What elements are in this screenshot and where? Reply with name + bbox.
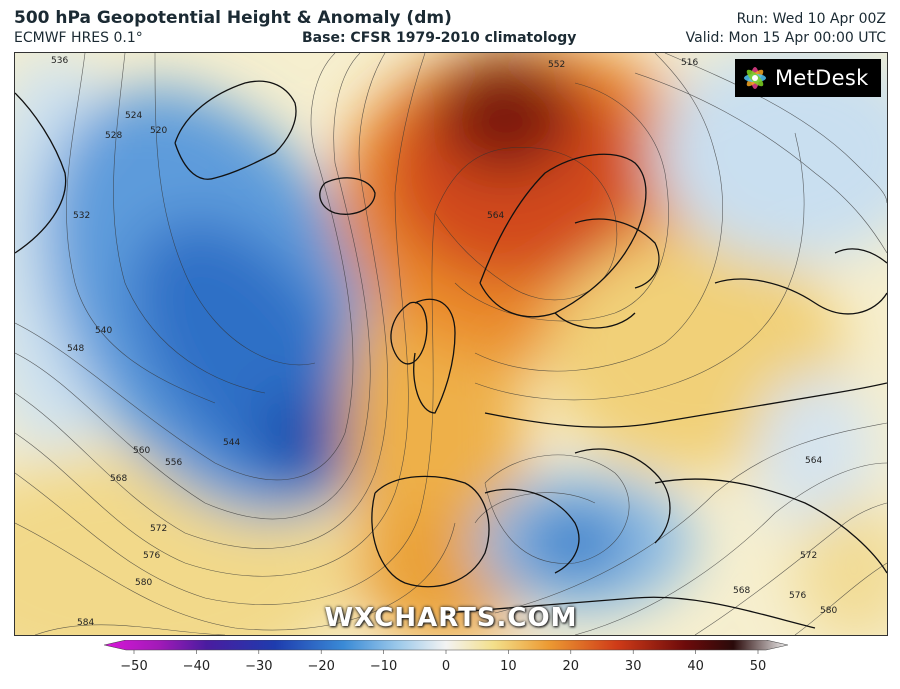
climatology-base-label: Base: CFSR 1979-2010 climatology — [302, 30, 577, 46]
anomaly-colorbar: −50 −40 −30 −20 −10 0 10 20 30 40 50 — [104, 640, 788, 674]
run-time-label: Run: Wed 10 Apr 00Z — [736, 11, 886, 27]
contour-label: 568 — [110, 474, 127, 484]
contour-label: 532 — [73, 211, 90, 221]
contour-label: 560 — [133, 446, 150, 456]
colorbar-tick-label: −10 — [370, 659, 397, 674]
colorbar-tick-label: 20 — [563, 659, 580, 674]
colorbar-tick-label: −30 — [245, 659, 272, 674]
chart-title: 500 hPa Geopotential Height & Anomaly (d… — [14, 8, 452, 28]
metdesk-logo-text: MetDesk — [775, 66, 869, 90]
metdesk-flower-icon — [744, 67, 766, 89]
contour-label: 564 — [487, 211, 504, 221]
contour-label: 528 — [105, 131, 122, 141]
contour-label: 572 — [150, 524, 167, 534]
contour-label: 520 — [150, 126, 167, 136]
contour-label: 568 — [733, 586, 750, 596]
colorbar-tick-label: 40 — [687, 659, 704, 674]
colorbar-tick-label: 50 — [750, 659, 767, 674]
contour-label: 548 — [67, 344, 84, 354]
contour-label: 536 — [51, 56, 68, 66]
weather-map: 536 528 524 520 532 540 548 560 556 568 … — [14, 52, 888, 636]
metdesk-logo: MetDesk — [735, 59, 881, 97]
contour-label: 556 — [165, 458, 182, 468]
colorbar-tick-label: 10 — [500, 659, 517, 674]
valid-time-label: Valid: Mon 15 Apr 00:00 UTC — [685, 30, 886, 46]
contour-label: 564 — [805, 456, 822, 466]
contour-label: 572 — [800, 551, 817, 561]
contour-label: 576 — [143, 551, 160, 561]
wxcharts-watermark: WXCHARTS.COM — [324, 603, 578, 633]
colorbar-ticks: −50 −40 −30 −20 −10 0 10 20 30 40 50 — [120, 650, 766, 674]
colorbar-gradient — [104, 640, 788, 651]
contour-label: 544 — [223, 438, 240, 448]
colorbar-tick-label: −40 — [183, 659, 210, 674]
coastlines — [15, 80, 887, 629]
contour-label: 580 — [135, 578, 152, 588]
contour-label: 516 — [681, 58, 698, 68]
contour-labels: 536 528 524 520 532 540 548 560 556 568 … — [51, 56, 837, 628]
contour-label: 576 — [789, 591, 806, 601]
model-subtitle: ECMWF HRES 0.1° — [14, 30, 143, 46]
contour-label: 552 — [548, 60, 565, 70]
contour-label: 540 — [95, 326, 112, 336]
colorbar-tick-label: −20 — [307, 659, 334, 674]
contour-label: 580 — [820, 606, 837, 616]
colorbar-tick-label: 30 — [625, 659, 642, 674]
anomaly-map-canvas: 536 528 524 520 532 540 548 560 556 568 … — [15, 53, 887, 635]
colorbar-tick-label: 0 — [442, 659, 450, 674]
colorbar-tick-label: −50 — [120, 659, 147, 674]
contour-label: 524 — [125, 111, 142, 121]
contour-label: 584 — [77, 618, 94, 628]
